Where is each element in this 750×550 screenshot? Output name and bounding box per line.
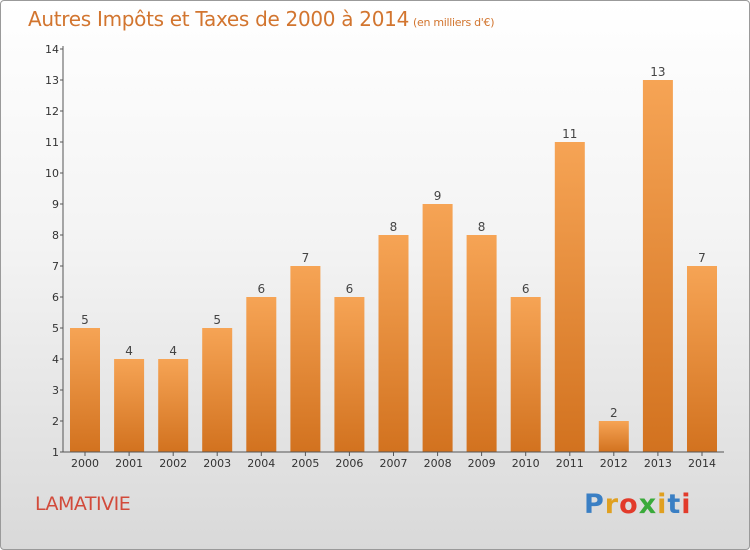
x-tick-label-2009: 2009 [468, 457, 496, 470]
y-tick-label-4: 4 [52, 353, 59, 366]
bar-2001 [114, 359, 145, 452]
y-tick-label-1: 1 [52, 446, 59, 459]
bar-2000 [70, 328, 100, 452]
data-label-2013: 13 [650, 65, 665, 79]
y-tick-label-12: 12 [45, 105, 59, 118]
bar-2007 [378, 235, 409, 452]
data-label-2004: 6 [257, 282, 265, 296]
axes-group: 2000 2001 2002 2003 2004 2005 2006 2007 2008 2009… [45, 43, 724, 470]
bars-group [70, 80, 717, 452]
logo-letter: i [681, 489, 692, 520]
data-label-2012: 2 [610, 406, 618, 420]
data-label-2000: 5 [81, 313, 89, 327]
logo-letter: x [638, 489, 658, 520]
logo-letter: i [657, 489, 668, 520]
chart-unit: (en milliers d'€) [413, 16, 495, 29]
bar-2005 [290, 266, 321, 452]
y-tick-label-14: 14 [45, 43, 59, 56]
data-label-2001: 4 [125, 344, 133, 358]
bar-2011 [554, 142, 585, 452]
y-tick-label-9: 9 [52, 198, 59, 211]
x-tick-label-2013: 2013 [644, 457, 672, 470]
chart-title-text: Autres Impôts et Taxes de 2000 à 2014 [28, 7, 409, 31]
bar-2008 [422, 204, 453, 452]
x-tick-label-2007: 2007 [380, 457, 408, 470]
data-label-2010: 6 [522, 282, 530, 296]
x-tick-label-2010: 2010 [512, 457, 540, 470]
data-label-2003: 5 [213, 313, 221, 327]
y-tick-label-5: 5 [52, 322, 59, 335]
x-tick-label-2011: 2011 [556, 457, 584, 470]
y-tick-label-13: 13 [45, 74, 59, 87]
y-tick-label-7: 7 [52, 260, 59, 273]
y-tick-label-8: 8 [52, 229, 59, 242]
x-tick-label-2004: 2004 [247, 457, 275, 470]
data-label-2009: 8 [478, 220, 486, 234]
labels-group: 5 4 4 5 6 7 6 8 9 8 6 11 2 13 7 [81, 65, 706, 420]
y-tick-label-11: 11 [45, 136, 59, 149]
x-tick-label-2001: 2001 [115, 457, 143, 470]
y-tick-label-6: 6 [52, 291, 59, 304]
x-tick-label-2000: 2000 [71, 457, 99, 470]
logo-letter: r [604, 489, 620, 520]
x-tick-label-2005: 2005 [291, 457, 319, 470]
data-label-2005: 7 [302, 251, 310, 265]
x-tick-label-2006: 2006 [335, 457, 363, 470]
data-label-2006: 6 [346, 282, 354, 296]
x-tick-label-2012: 2012 [600, 457, 628, 470]
bar-2003 [202, 328, 233, 452]
bar-2009 [466, 235, 497, 452]
logo-letter: t [667, 489, 682, 520]
x-tick-label-2008: 2008 [424, 457, 452, 470]
x-tick-label-2003: 2003 [203, 457, 231, 470]
bar-2004 [246, 297, 277, 452]
data-label-2011: 11 [562, 127, 577, 141]
y-tick-label-3: 3 [52, 384, 59, 397]
data-label-2008: 9 [434, 189, 442, 203]
bar-2012 [598, 421, 629, 452]
y-tick-label-10: 10 [45, 167, 59, 180]
commune-name: LAMATIVIE [35, 493, 131, 515]
logo-letter: P [584, 489, 605, 520]
logo-letter: o [619, 489, 639, 520]
data-label-2007: 8 [390, 220, 398, 234]
bar-2006 [334, 297, 365, 452]
x-tick-label-2014: 2014 [688, 457, 716, 470]
y-tick-label-2: 2 [52, 415, 59, 428]
proxiti-logo: Proxiti [584, 489, 692, 520]
data-label-2014: 7 [698, 251, 706, 265]
data-label-2002: 4 [169, 344, 177, 358]
bar-2014 [687, 266, 717, 452]
chart-title: Autres Impôts et Taxes de 2000 à 2014 (en… [28, 7, 494, 31]
bar-2010 [510, 297, 541, 452]
bar-2013 [642, 80, 673, 452]
bar-2002 [158, 359, 189, 452]
x-tick-label-2002: 2002 [159, 457, 187, 470]
